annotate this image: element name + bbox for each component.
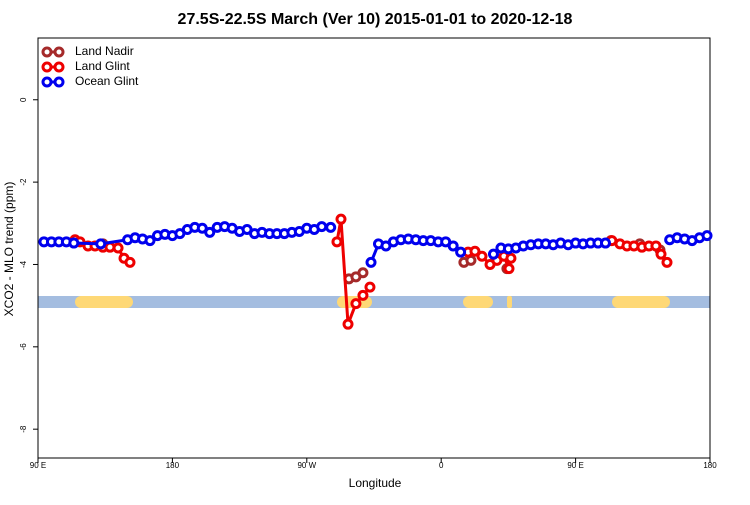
data-point [701, 230, 713, 242]
data-point [469, 245, 481, 257]
data-point [204, 226, 216, 238]
data-point [124, 256, 136, 268]
y-tick-label: -2 [19, 178, 28, 186]
land-mask [38, 296, 710, 308]
legend-marker [53, 61, 65, 73]
data-point [661, 256, 673, 268]
x-tick-label: 180 [703, 461, 717, 470]
legend-label: Land Nadir [75, 44, 134, 58]
legend-marker [53, 46, 65, 58]
data-point [487, 248, 499, 260]
data-point [503, 263, 515, 275]
data-point [95, 238, 107, 250]
plot-frame [37, 37, 711, 459]
data-point [455, 246, 467, 258]
data-point [599, 237, 611, 249]
y-tick-label: -6 [19, 343, 28, 351]
data-point [331, 236, 343, 248]
legend-marker [41, 61, 53, 73]
legend-marker [41, 46, 53, 58]
data-point [447, 240, 459, 252]
x-tick-label: 90 E [567, 461, 583, 470]
data-point [335, 213, 347, 225]
data-point [364, 281, 376, 293]
x-tick-label: 0 [439, 461, 444, 470]
chart-title: 27.5S-22.5S March (Ver 10) 2015-01-01 to… [178, 11, 573, 28]
legend-marker [41, 76, 53, 88]
data-point [357, 267, 369, 279]
x-tick-label: 90 E [30, 461, 46, 470]
data-point [365, 256, 377, 268]
x-tick-label: 180 [166, 461, 180, 470]
y-tick-label: 0 [19, 97, 28, 102]
y-tick-label: -4 [19, 260, 28, 268]
legend-marker [53, 76, 65, 88]
data-point [342, 318, 354, 330]
y-axis-label: XCO2 - MLO trend (ppm) [2, 182, 16, 317]
data-point [650, 240, 662, 252]
x-axis-label: Longitude [349, 476, 402, 490]
x-tick-label: 90 W [297, 461, 316, 470]
data-point [68, 237, 80, 249]
data-point [325, 221, 337, 233]
data-point [316, 221, 328, 233]
data-point [505, 252, 517, 264]
y-tick-label: -8 [19, 425, 28, 433]
data-point [357, 289, 369, 301]
data-point [350, 298, 362, 310]
data-point [144, 235, 156, 247]
data-point [655, 248, 667, 260]
data-point [112, 242, 124, 254]
legend-label: Land Glint [75, 59, 130, 73]
legend-label: Ocean Glint [75, 74, 139, 88]
data-point [476, 250, 488, 262]
